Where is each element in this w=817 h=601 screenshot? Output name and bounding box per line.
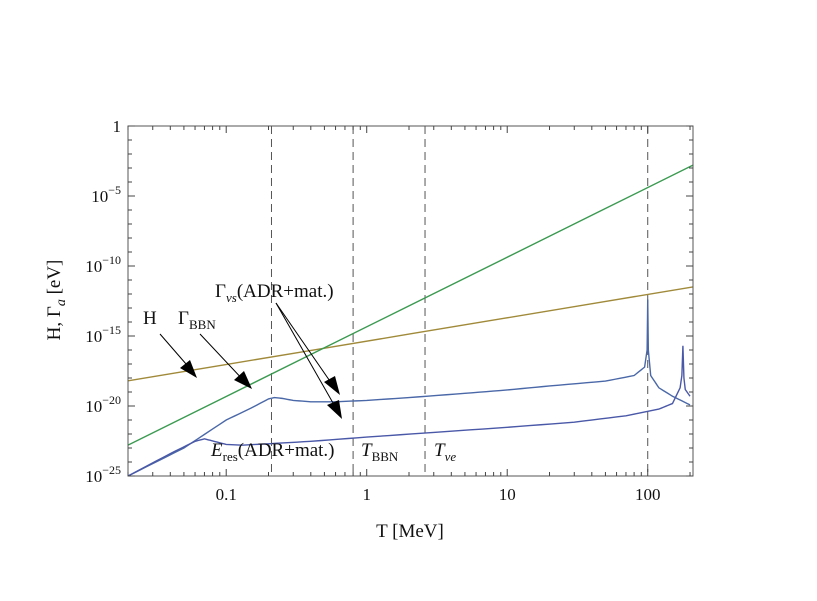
annotation-t-ve: Tνe — [434, 440, 456, 464]
series-line-0 — [128, 286, 693, 382]
arrow-gamma-vs-2 — [275, 302, 338, 411]
series-group — [128, 164, 693, 476]
series-line-2 — [128, 299, 691, 476]
x-tick-label: 0.1 — [216, 485, 237, 504]
x-tick-label: 100 — [635, 485, 661, 504]
annotation-h: H — [143, 308, 157, 329]
arrow-gamma-bbn — [199, 333, 247, 384]
y-tick-label: 10−10 — [85, 253, 121, 276]
x-tick-label: 1 — [362, 485, 371, 504]
annotation-gamma-vs: Γνs(ADR+mat.) — [215, 281, 334, 305]
y-tick-label: 1 — [113, 117, 122, 136]
annotations: H ΓBBN Γνs(ADR+mat.) Eres(ADR+mat.) TBBN… — [143, 281, 456, 464]
axis-ticks — [127, 125, 693, 477]
y-tick-label: 10−20 — [85, 393, 121, 416]
tick-labels: 0.1 1 10 100 1 10−5 10−10 10−15 10−20 10−25 — [85, 117, 660, 504]
y-tick-label: 10−5 — [91, 183, 121, 206]
y-axis-label: H, Γa [eV] — [44, 260, 69, 341]
x-axis-label: T [MeV] — [376, 521, 444, 542]
arrowhead-gamma-vs-2 — [327, 400, 342, 419]
arrowhead-h — [180, 360, 197, 378]
arrowhead-gamma-vs-1 — [324, 376, 340, 395]
annotation-t-bbn: TBBN — [361, 440, 399, 464]
arrow-gamma-vs-1 — [275, 302, 335, 388]
arrowhead-gamma-bbn — [234, 371, 252, 389]
y-tick-label: 10−15 — [85, 323, 121, 346]
annotation-e-res: Eres(ADR+mat.) — [210, 440, 335, 464]
plot-frame — [127, 125, 694, 477]
x-tick-label: 10 — [499, 485, 516, 504]
y-tick-label: 10−25 — [85, 463, 121, 486]
series-line-3 — [128, 345, 691, 476]
series-line-1 — [128, 164, 693, 446]
annotation-gamma-bbn: ΓBBN — [178, 308, 216, 332]
